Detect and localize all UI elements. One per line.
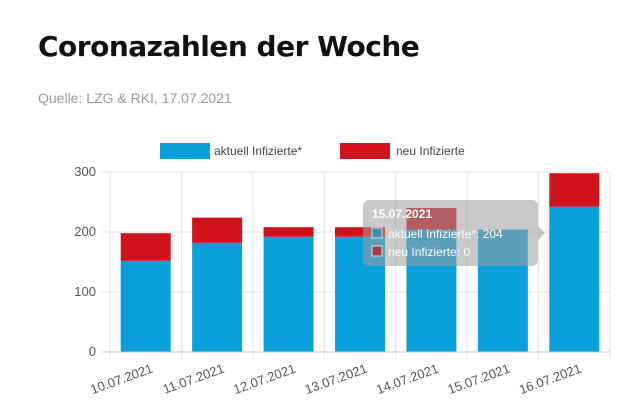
tooltip-line: neu Infizierte: 0 — [388, 245, 470, 259]
bar-segment-aktuell[interactable] — [192, 242, 243, 352]
legend: aktuell Infizierte* neu Infizierte — [160, 143, 465, 159]
bar-segment-aktuell[interactable] — [549, 206, 600, 352]
y-tick-label: 100 — [74, 284, 96, 299]
x-tick-label: 15.07.2021 — [446, 361, 512, 397]
page-title: Coronazahlen der Woche — [38, 30, 420, 63]
legend-label: aktuell Infizierte* — [214, 144, 302, 158]
tooltip-pointer — [538, 226, 545, 240]
legend-label: neu Infizierte — [396, 144, 465, 158]
legend-swatch — [160, 143, 210, 159]
tooltip-swatch — [371, 245, 383, 257]
legend-swatch — [340, 143, 390, 159]
tooltip: 15.07.2021 aktuell Infizierte*: 204 neu In… — [363, 200, 545, 266]
bar-segment-neu[interactable] — [192, 217, 243, 243]
x-tick-label: 13.07.2021 — [303, 361, 369, 397]
tooltip-title: 15.07.2021 — [372, 207, 432, 221]
x-tick-label: 14.07.2021 — [374, 361, 440, 397]
y-tick-label: 200 — [74, 224, 96, 239]
y-tick-label: 300 — [74, 164, 96, 179]
bar-segment-aktuell[interactable] — [263, 236, 314, 352]
x-tick-label: 16.07.2021 — [517, 361, 583, 397]
y-tick-label: 0 — [89, 344, 96, 359]
bar-segment-aktuell[interactable] — [120, 260, 171, 352]
source-note: Quelle: LZG & RKI, 17.07.2021 — [38, 90, 232, 106]
bar-segment-neu[interactable] — [549, 173, 600, 207]
legend-item[interactable]: neu Infizierte — [340, 143, 465, 159]
tooltip-box — [363, 200, 538, 266]
bar-segment-neu[interactable] — [335, 227, 385, 237]
x-tick-label: 11.07.2021 — [161, 361, 226, 397]
tooltip-line: aktuell Infizierte*: 204 — [388, 227, 503, 241]
x-tick-label: 12.07.2021 — [231, 361, 297, 397]
tooltip-swatch — [371, 227, 383, 239]
x-tick-label: 10.07.2021 — [88, 361, 154, 397]
bar-segment-neu[interactable] — [120, 233, 171, 261]
bar-segment-neu[interactable] — [263, 227, 314, 237]
legend-item[interactable]: aktuell Infizierte* — [160, 143, 302, 159]
